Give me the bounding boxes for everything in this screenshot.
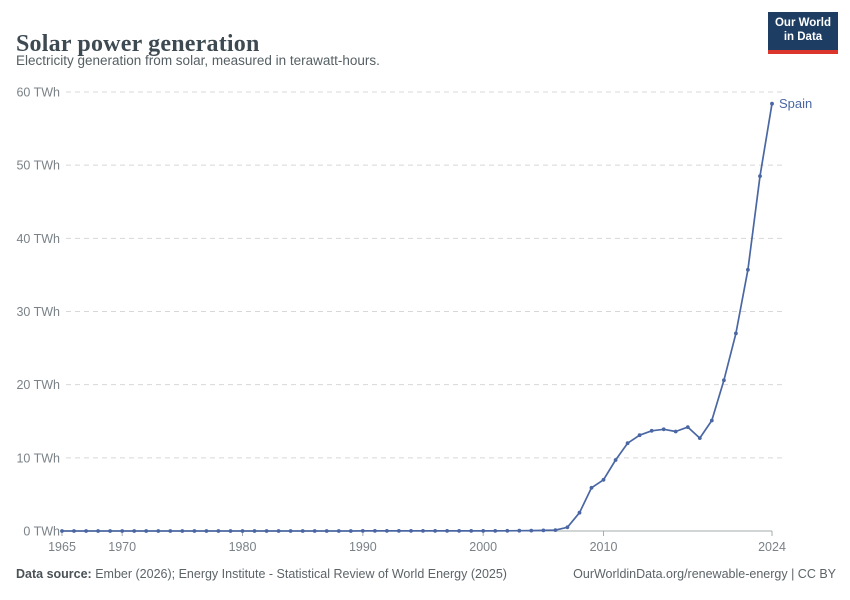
x-tick-label-1965: 1965 xyxy=(48,540,76,554)
data-point-spain-2005 xyxy=(541,528,546,533)
data-point-spain-2001 xyxy=(493,529,498,533)
chart-footer: Data source: Ember (2026); Energy Instit… xyxy=(16,567,836,581)
data-point-spain-1975 xyxy=(180,529,185,533)
data-point-spain-1996 xyxy=(433,529,437,533)
data-point-spain-1990 xyxy=(360,529,365,533)
y-tick-label-10: 10 TWh xyxy=(16,451,60,465)
data-point-spain-2004 xyxy=(529,528,534,533)
data-point-spain-1994 xyxy=(409,529,413,533)
data-point-spain-1967 xyxy=(84,529,88,533)
data-source-label: Data source: xyxy=(16,567,92,581)
data-point-spain-2024 xyxy=(770,101,774,106)
data-point-spain-2000 xyxy=(481,529,486,533)
data-source-note: Data source: Ember (2026); Energy Instit… xyxy=(16,567,507,581)
data-point-spain-1984 xyxy=(288,529,293,533)
data-point-spain-1979 xyxy=(228,529,233,533)
y-tick-label-60: 60 TWh xyxy=(16,86,60,100)
series-label-spain[interactable]: Spain xyxy=(779,96,812,111)
data-source-text: Ember (2026); Energy Institute - Statist… xyxy=(91,567,507,581)
data-point-spain-2011 xyxy=(613,458,618,462)
data-point-spain-1986 xyxy=(312,529,317,533)
chart-subtitle: Electricity generation from solar, measu… xyxy=(16,53,380,68)
data-point-spain-1995 xyxy=(421,529,425,533)
data-point-spain-1971 xyxy=(132,529,137,533)
data-point-spain-1992 xyxy=(385,529,389,533)
data-point-spain-1993 xyxy=(397,529,401,533)
data-point-spain-2017 xyxy=(685,425,690,429)
data-point-spain-1991 xyxy=(373,529,377,533)
data-point-spain-1973 xyxy=(156,529,161,533)
x-tick-label-2010: 2010 xyxy=(590,540,618,554)
y-tick-label-20: 20 TWh xyxy=(16,378,60,392)
data-point-spain-2002 xyxy=(505,528,510,533)
data-point-spain-1999 xyxy=(469,529,474,533)
data-point-spain-1974 xyxy=(168,529,173,533)
owid-logo-line1: Our World xyxy=(774,17,831,29)
line-chart-canvas: 0 TWh 10 TWh 20 TWh 30 TWh 40 TWh 50 TWh 60 TW… xyxy=(16,86,812,555)
data-point-spain-1977 xyxy=(204,529,209,533)
data-point-spain-1970 xyxy=(120,529,125,533)
data-point-spain-2013 xyxy=(637,433,642,438)
y-tick-label-0: 0 TWh xyxy=(23,525,60,539)
data-point-spain-2012 xyxy=(625,441,630,446)
data-point-spain-1983 xyxy=(276,529,281,533)
data-point-spain-2006 xyxy=(553,528,558,532)
data-point-spain-2022 xyxy=(746,267,750,272)
data-point-spain-2023 xyxy=(758,174,762,178)
x-tick-label-1990: 1990 xyxy=(349,540,377,554)
data-point-spain-2009 xyxy=(589,485,594,490)
data-point-spain-1966 xyxy=(72,529,76,533)
data-point-spain-1998 xyxy=(457,529,461,533)
data-point-spain-1976 xyxy=(192,529,197,533)
data-point-spain-1972 xyxy=(144,529,149,533)
y-tick-label-50: 50 TWh xyxy=(16,159,60,173)
data-point-spain-1981 xyxy=(252,529,257,533)
chart-title: Solar power generation xyxy=(16,31,260,58)
x-tick-label-2000: 2000 xyxy=(469,540,497,554)
x-tick-label-2024: 2024 xyxy=(758,540,786,554)
data-point-spain-2020 xyxy=(722,378,726,383)
x-tick-label-1970: 1970 xyxy=(108,540,136,554)
data-point-spain-2015 xyxy=(661,427,666,432)
data-point-spain-1985 xyxy=(300,529,305,533)
data-point-spain-1988 xyxy=(336,529,341,533)
data-point-spain-1989 xyxy=(348,529,353,533)
y-tick-label-30: 30 TWh xyxy=(16,305,60,319)
data-point-spain-1968 xyxy=(96,529,100,533)
data-point-spain-2014 xyxy=(649,428,654,433)
x-tick-label-1980: 1980 xyxy=(229,540,257,554)
owid-logo[interactable]: Our World in Data xyxy=(768,12,838,54)
data-point-spain-1987 xyxy=(324,529,329,533)
data-point-spain-2018 xyxy=(697,436,702,440)
data-point-spain-1978 xyxy=(216,529,221,533)
data-point-spain-1965 xyxy=(60,529,64,533)
data-point-spain-2007 xyxy=(565,525,570,530)
series-line-spain xyxy=(61,102,773,532)
data-point-spain-1969 xyxy=(108,529,112,533)
data-point-spain-2003 xyxy=(517,528,522,533)
data-point-spain-2010 xyxy=(601,477,606,482)
data-point-spain-1997 xyxy=(445,529,449,533)
data-point-spain-1980 xyxy=(240,529,245,533)
owid-url-license-link[interactable]: OurWorldinData.org/renewable-energy | CC… xyxy=(573,567,836,581)
owid-logo-line2: in Data xyxy=(783,31,823,43)
data-point-spain-2021 xyxy=(734,331,738,336)
data-point-spain-2016 xyxy=(673,429,678,434)
data-point-spain-1982 xyxy=(264,529,269,533)
data-point-spain-2019 xyxy=(709,418,714,423)
data-point-spain-2008 xyxy=(577,510,582,515)
y-tick-label-40: 40 TWh xyxy=(16,232,60,246)
